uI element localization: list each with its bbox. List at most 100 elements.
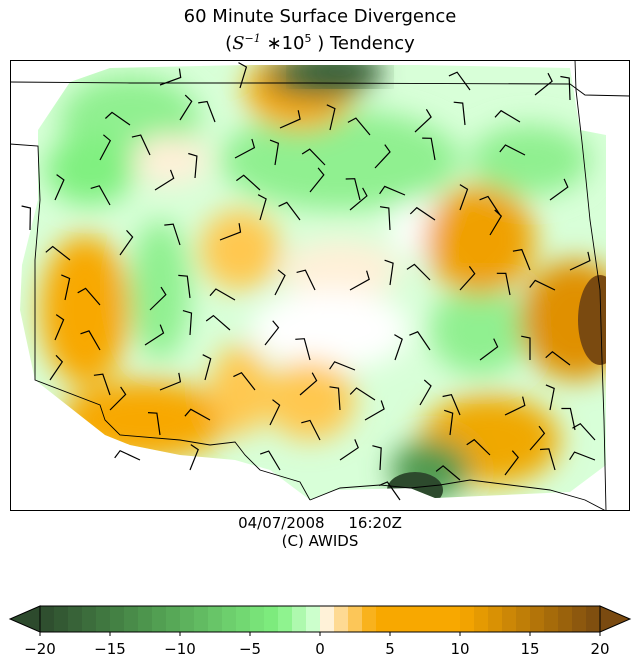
wind-barb-icon: [205, 314, 231, 331]
wind-barb-icon: [296, 269, 316, 291]
colorbar-tick-label: 5: [385, 640, 395, 658]
wind-barb-icon: [188, 152, 198, 179]
wind-barb-icon: [453, 101, 466, 126]
copyright-label: (C) AWIDS: [281, 532, 359, 550]
wind-barb-icon: [279, 110, 301, 129]
colorbar-cell: [82, 606, 97, 632]
wind-barb-icon: [21, 205, 32, 231]
chart-subtitle: (S−1 ∗105 ) Tendency: [225, 32, 415, 54]
wind-barb-icon: [301, 148, 326, 166]
wind-barb-icon: [326, 104, 336, 131]
wind-barb-icon: [154, 169, 175, 191]
wind-barb-icon: [414, 108, 432, 133]
colorbar-cell: [194, 606, 209, 632]
colorbar-tick-label: 0: [315, 640, 325, 658]
wind-barb-icon: [149, 286, 167, 311]
colorbar-cell: [586, 606, 601, 632]
colorbar-extend-max: [599, 605, 632, 633]
wind-barb-icon: [309, 167, 325, 193]
colorbar-cell: [110, 606, 125, 632]
wind-barb-icon: [131, 134, 151, 156]
wind-barb-icon: [521, 335, 531, 360]
colorbar-cell: [474, 606, 489, 632]
colorbar-cell: [334, 606, 349, 632]
colorbar-cell: [488, 606, 503, 632]
time-label: 16:20Z: [348, 514, 402, 532]
wind-barb-icon: [109, 386, 127, 411]
wind-barb-icon: [295, 338, 311, 361]
wind-barb-icon: [529, 425, 546, 451]
wind-barb-icon: [378, 481, 401, 501]
wind-barb-icon: [264, 320, 280, 346]
wind-barb-icon: [234, 138, 256, 159]
colorbar-cell: [460, 606, 475, 632]
wind-barb-icon: [49, 354, 64, 381]
colorbar-tick-label: −20: [24, 640, 56, 658]
wind-barb-icon: [189, 444, 199, 471]
wind-barb-icon: [545, 351, 571, 366]
wind-barb-icon: [422, 137, 436, 161]
wind-barb-icon: [479, 338, 499, 361]
wind-barb-icon: [238, 62, 248, 89]
wind-barb-icon: [339, 439, 359, 461]
wind-barb-icon: [80, 330, 101, 351]
wind-barb-icon: [561, 407, 576, 431]
wind-barb-icon: [534, 72, 553, 96]
wind-barb-icon: [409, 331, 431, 351]
wind-barb-icon: [257, 194, 267, 221]
wind-barb-icon: [459, 266, 476, 291]
wind-barb-icon: [394, 334, 403, 361]
wind-barb-icon: [182, 310, 193, 336]
wind-barb-icon: [147, 412, 161, 436]
colorbar-cell: [390, 606, 405, 632]
wind-barb-icon: [349, 387, 376, 401]
wind-barb-icon: [159, 372, 182, 391]
wind-barb-icon: [572, 422, 596, 441]
wind-barb-icon: [54, 314, 65, 341]
wind-barb-icon: [374, 144, 391, 169]
colorbar-cell: [180, 606, 195, 632]
wind-barb-icon: [301, 419, 321, 441]
wind-barb-icon: [104, 111, 131, 126]
colorbar-cell: [530, 606, 545, 632]
wind-barb-icon: [45, 245, 71, 261]
colorbar-cell: [278, 606, 293, 632]
wind-barb-icon: [489, 209, 503, 236]
wind-barb-icon: [299, 372, 318, 396]
wind-barb-icon: [569, 251, 591, 271]
wind-barb-icon: [159, 68, 182, 86]
colorbar-cell: [404, 606, 419, 632]
wind-barb-icon: [61, 274, 71, 301]
wind-barb-icon: [90, 185, 111, 206]
colorbar-cells: [8, 605, 632, 633]
colorbar-cell: [152, 606, 167, 632]
wind-barb-icon: [77, 287, 101, 306]
wind-barb-icon: [164, 223, 181, 246]
colorbar-cell: [306, 606, 321, 632]
colorbar-cell: [236, 606, 251, 632]
wind-barbs: [21, 62, 596, 501]
wind-barb-icon: [179, 94, 193, 121]
wind-barb-icon: [529, 279, 556, 291]
colorbar-cell: [362, 606, 377, 632]
wind-barb-icon: [459, 184, 469, 211]
wind-barb-icon: [278, 201, 301, 221]
wind-barb-icon: [345, 178, 361, 201]
wind-barb-icon: [99, 134, 112, 161]
wind-barb-icon: [539, 448, 556, 471]
wind-barb-icon: [504, 450, 519, 476]
colorbar: −20 −15 −10 −5 0 5 10 15 20: [8, 605, 632, 658]
wind-barb-icon: [119, 229, 134, 256]
wind-barb-icon: [236, 174, 261, 191]
wind-barb-icon: [549, 178, 569, 201]
wind-barb-icon: [466, 438, 491, 456]
colorbar-cell: [348, 606, 363, 632]
colorbar-cell: [208, 606, 223, 632]
colorbar-cell: [320, 606, 335, 632]
colorbar-cell: [544, 606, 559, 632]
wind-barb-icon: [198, 100, 216, 123]
wind-barb-icon: [372, 445, 382, 471]
wind-barb-icon: [494, 109, 521, 123]
colorbar-cell: [446, 606, 461, 632]
colorbar-cell: [432, 606, 447, 632]
